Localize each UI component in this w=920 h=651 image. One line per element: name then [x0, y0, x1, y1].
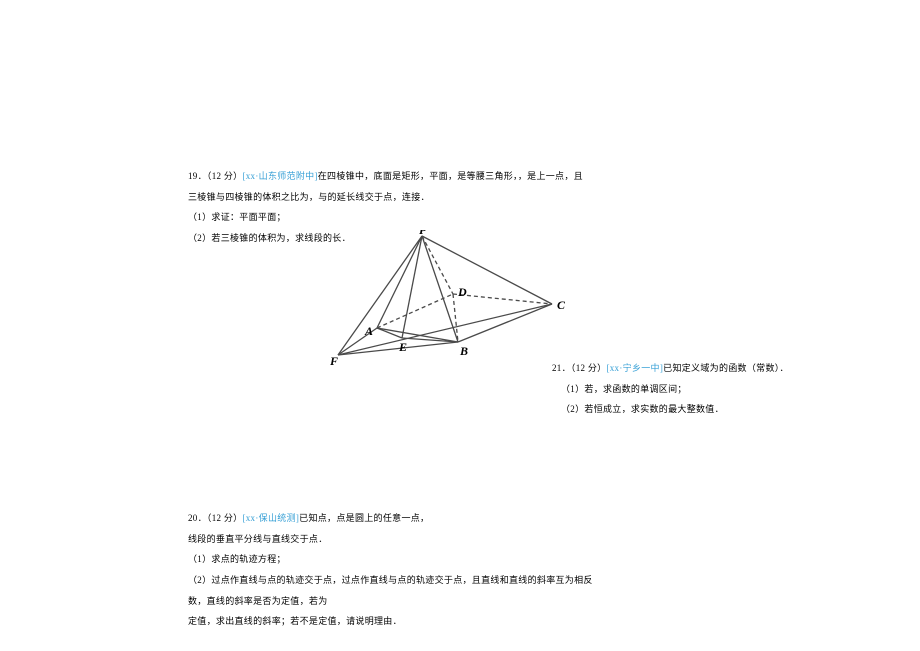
q20-line3: （1）求点的轨迹方程；	[188, 549, 668, 570]
q21-source: [xx·宁乡一中]	[606, 363, 663, 373]
q19-line1a: 在四棱锥中，底面是矩形，平面，是等腰三角形，，是上一点，且	[318, 171, 583, 181]
q20-source: [xx·保山统测]	[242, 513, 299, 523]
q20-line5: 数，直线的斜率是否为定值，若为	[188, 591, 668, 612]
svg-text:C: C	[557, 298, 565, 312]
q21-block: 21．（12 分）[xx·宁乡一中]已知定义域为的函数（常数）． （1）若，求函…	[552, 358, 882, 420]
q19-line3: （1）求证：平面平面；	[188, 207, 668, 228]
q19-line1: 19．（12 分）[xx·山东师范附中]在四棱锥中，底面是矩形，平面，是等腰三角…	[188, 166, 668, 187]
q21-line1: 21．（12 分）[xx·宁乡一中]已知定义域为的函数（常数）．	[552, 358, 882, 379]
q21-line3: （2）若恒成立，求实数的最大整数值．	[552, 399, 882, 420]
q19-number: 19．（12 分）	[188, 171, 242, 181]
q19-source: [xx·山东师范附中]	[242, 171, 317, 181]
q20-line1a: 已知点，点是圆上的任意一点，	[299, 513, 429, 523]
q20-line2: 线段的垂直平分线与直线交于点．	[188, 529, 668, 550]
q21-number: 21．（12 分）	[552, 363, 606, 373]
q20-number: 20．（12 分）	[188, 513, 242, 523]
q20-line1: 20．（12 分）[xx·保山统测]已知点，点是圆上的任意一点，	[188, 508, 668, 529]
pyramid-figure: P A B C D E F	[330, 230, 565, 365]
pyramid-svg: P A B C D E F	[330, 230, 565, 365]
q21-line1a: 已知定义域为的函数（常数）．	[663, 363, 789, 373]
svg-text:E: E	[398, 340, 407, 354]
svg-text:P: P	[419, 230, 427, 237]
svg-text:A: A	[364, 324, 373, 338]
q21-line2: （1）若，求函数的单调区间；	[552, 379, 882, 400]
svg-text:B: B	[459, 344, 468, 358]
q19-line2: 三棱锥与四棱锥的体积之比为，与的延长线交于点，连接．	[188, 187, 668, 208]
page: 19．（12 分）[xx·山东师范附中]在四棱锥中，底面是矩形，平面，是等腰三角…	[0, 0, 920, 651]
q20-line6: 定值，求出直线的斜率；若不是定值，请说明理由．	[188, 611, 668, 632]
q20-line4: （2）过点作直线与点的轨迹交于点，过点作直线与点的轨迹交于点，且直线和直线的斜率…	[188, 570, 668, 591]
svg-text:F: F	[330, 354, 338, 365]
q20-block: 20．（12 分）[xx·保山统测]已知点，点是圆上的任意一点， 线段的垂直平分…	[188, 508, 668, 632]
svg-text:D: D	[457, 285, 467, 299]
